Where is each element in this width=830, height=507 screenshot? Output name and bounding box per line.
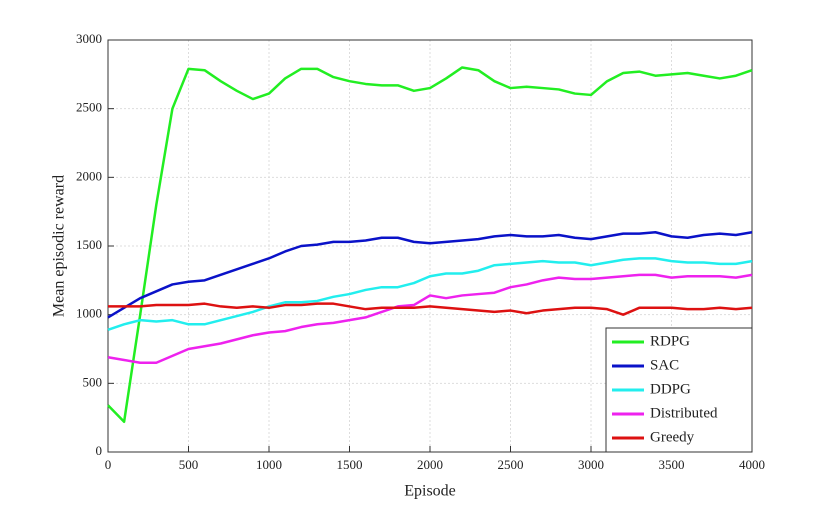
x-tick-label: 1000 [256,457,282,472]
y-tick-label: 1000 [76,306,102,321]
y-tick-label: 500 [83,374,103,389]
x-tick-label: 1500 [337,457,363,472]
legend-label: Greedy [650,429,695,445]
x-axis-label: Episode [404,483,456,500]
legend-label: RDPG [650,333,690,349]
x-tick-label: 2000 [417,457,443,472]
x-tick-label: 4000 [739,457,765,472]
series-line [108,302,753,316]
x-tick-label: 3500 [659,457,685,472]
x-tick-label: 0 [105,457,112,472]
y-tick-label: 1500 [76,237,102,252]
x-tick-label: 500 [179,457,199,472]
y-tick-label: 2000 [76,168,102,183]
legend-label: SAC [650,357,679,373]
y-tick-label: 2500 [76,100,102,115]
series-line [107,257,753,331]
legend-label: DDPG [650,381,691,397]
y-axis-label: Mean episodic reward [51,175,68,317]
series-line [107,273,753,364]
x-tick-label: 3000 [578,457,604,472]
x-tick-label: 2500 [498,457,524,472]
series-line [107,66,753,424]
plot-frame [107,39,753,453]
legend-label: Distributed [650,405,718,421]
series-line [107,231,753,319]
y-tick-label: 0 [96,443,103,458]
y-tick-label: 3000 [76,31,102,46]
